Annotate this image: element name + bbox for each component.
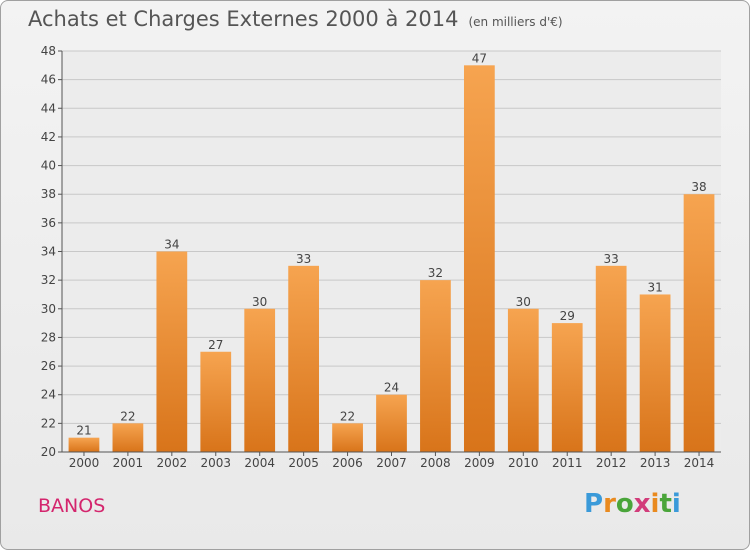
x-tick-label: 2007 — [376, 456, 407, 470]
y-axis: 20 22 24 26 28 30 32 34 36 38 40 42 44 46 48 — [41, 44, 63, 459]
y-tick-label: 26 — [41, 359, 56, 373]
bar — [68, 437, 100, 452]
bar-value-label: 38 — [691, 180, 706, 194]
x-tick-label: 2003 — [200, 456, 231, 470]
bar-value-label: 33 — [604, 252, 619, 266]
y-tick-label: 42 — [41, 130, 56, 144]
x-tick-label: 2008 — [420, 456, 451, 470]
x-tick-label: 2000 — [69, 456, 100, 470]
chart-unit: (en milliers d'€) — [468, 15, 563, 29]
bar-value-label: 24 — [384, 381, 399, 395]
x-tick-label: 2006 — [332, 456, 363, 470]
y-tick-label: 38 — [41, 187, 56, 201]
y-tick-label: 30 — [41, 302, 56, 316]
bar — [595, 265, 627, 452]
bar — [156, 251, 188, 452]
bar — [639, 294, 671, 452]
x-tick-label: 2013 — [640, 456, 671, 470]
bar — [507, 308, 539, 452]
y-tick-label: 20 — [41, 445, 56, 459]
x-tick-label: 2009 — [464, 456, 495, 470]
bar-value-label: 31 — [647, 280, 662, 294]
bar — [463, 65, 495, 453]
bar — [332, 423, 363, 452]
x-tick-label: 2001 — [113, 456, 144, 470]
bar-value-label: 21 — [76, 424, 91, 438]
x-tick-label: 2005 — [288, 456, 319, 470]
y-tick-label: 48 — [41, 44, 56, 58]
bar-value-label: 22 — [120, 409, 135, 423]
bar — [244, 308, 276, 452]
bar-value-label: 32 — [428, 266, 443, 280]
y-tick-label: 46 — [41, 73, 56, 87]
bar-value-label: 22 — [340, 409, 355, 423]
bar — [551, 323, 583, 452]
bar — [376, 394, 407, 452]
bars: 21 22 34 27 30 33 22 24 32 47 30 29 33 31 38 — [68, 51, 715, 453]
y-tick-label: 34 — [41, 245, 56, 259]
bar-value-label: 47 — [472, 51, 487, 65]
chart-title: Achats et Charges Externes 2000 à 2014 (e… — [28, 7, 563, 31]
y-tick-label: 44 — [41, 101, 56, 115]
x-tick-label: 2004 — [244, 456, 275, 470]
x-tick-label: 2002 — [157, 456, 188, 470]
bar-value-label: 33 — [296, 252, 311, 266]
y-tick-label: 32 — [41, 273, 56, 287]
chart-title-text: Achats et Charges Externes 2000 à 2014 — [28, 7, 459, 31]
bar — [200, 351, 232, 452]
bar — [288, 265, 320, 452]
bar-value-label: 27 — [208, 338, 223, 352]
y-tick-label: 40 — [41, 159, 56, 173]
y-tick-label: 22 — [41, 416, 56, 430]
bar — [683, 194, 715, 452]
bar-value-label: 30 — [252, 295, 267, 309]
y-tick-label: 28 — [41, 330, 56, 344]
x-tick-label: 2010 — [508, 456, 539, 470]
commune-name: BANOS — [38, 495, 106, 517]
proxiti-logo: Proxiti — [584, 489, 681, 519]
y-tick-label: 24 — [41, 388, 56, 402]
x-tick-label: 2011 — [552, 456, 583, 470]
bar — [112, 423, 144, 452]
bar-value-label: 30 — [516, 295, 531, 309]
bar — [420, 280, 451, 452]
x-tick-label: 2012 — [596, 456, 627, 470]
x-tick-label: 2014 — [684, 456, 715, 470]
bar-value-label: 29 — [560, 309, 575, 323]
bar-value-label: 34 — [164, 238, 179, 252]
y-tick-label: 36 — [41, 216, 56, 230]
x-axis: 2000 2001 2002 2003 2004 2005 2006 2007 2008 2009… — [62, 451, 721, 470]
